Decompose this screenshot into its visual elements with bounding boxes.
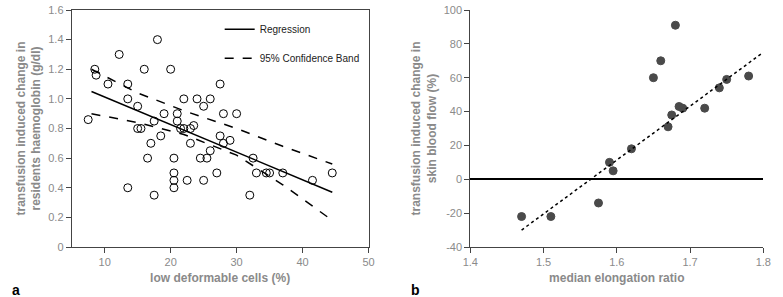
svg-text:0.6: 0.6 xyxy=(48,152,63,164)
svg-text:median elongation ratio: median elongation ratio xyxy=(549,271,684,285)
svg-text:transfusion induced change inr: transfusion induced change inresidents h… xyxy=(14,41,44,215)
svg-text:0.8: 0.8 xyxy=(48,122,63,134)
svg-text:0.4: 0.4 xyxy=(48,182,63,194)
svg-text:a: a xyxy=(12,282,20,297)
svg-text:1.4: 1.4 xyxy=(48,33,63,45)
svg-text:95% Confidence Band: 95% Confidence Band xyxy=(260,53,360,64)
svg-text:b: b xyxy=(411,282,420,297)
svg-text:-20: -20 xyxy=(446,207,462,219)
svg-text:50: 50 xyxy=(362,256,374,268)
svg-text:low deformable cells (%): low deformable cells (%) xyxy=(150,271,290,285)
svg-text:1.4: 1.4 xyxy=(463,256,478,268)
svg-text:1.5: 1.5 xyxy=(536,256,551,268)
svg-text:1.7: 1.7 xyxy=(682,256,697,268)
svg-text:0.2: 0.2 xyxy=(48,211,63,223)
svg-text:1.6: 1.6 xyxy=(48,4,63,16)
svg-text:transfusion induced change ins: transfusion induced change inskin blood … xyxy=(409,41,439,215)
svg-text:0: 0 xyxy=(456,173,462,185)
svg-text:20: 20 xyxy=(450,139,462,151)
svg-text:40: 40 xyxy=(450,105,462,117)
svg-text:80: 80 xyxy=(450,38,462,50)
svg-text:Regression: Regression xyxy=(260,24,311,35)
svg-text:40: 40 xyxy=(296,256,308,268)
svg-text:10: 10 xyxy=(99,256,111,268)
svg-text:1.8: 1.8 xyxy=(756,256,771,268)
svg-text:1.2: 1.2 xyxy=(48,63,63,75)
svg-text:20: 20 xyxy=(165,256,177,268)
svg-text:1.0: 1.0 xyxy=(48,93,63,105)
svg-text:30: 30 xyxy=(230,256,242,268)
svg-text:-40: -40 xyxy=(446,241,462,253)
svg-text:1.6: 1.6 xyxy=(609,256,624,268)
svg-text:100: 100 xyxy=(444,4,462,16)
svg-text:0: 0 xyxy=(57,241,63,253)
svg-text:60: 60 xyxy=(450,72,462,84)
